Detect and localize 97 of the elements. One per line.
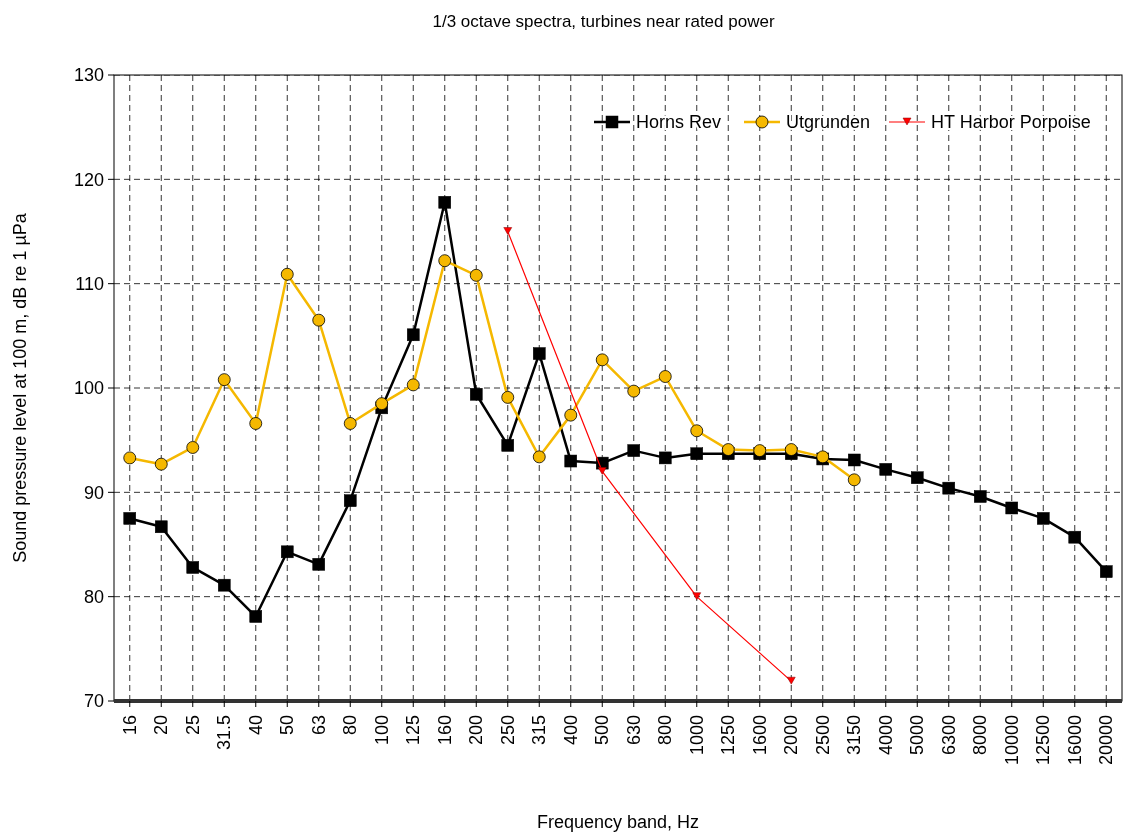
y-tick-label: 90: [83, 482, 104, 503]
point: [280, 267, 294, 281]
point: [564, 454, 577, 468]
x-tick-label: 31.5: [214, 715, 235, 751]
point: [848, 453, 861, 467]
y-tick-label: 130: [73, 65, 104, 86]
point: [249, 610, 262, 623]
x-tick-label: 6300: [938, 715, 959, 756]
y-tick-label: 120: [73, 169, 104, 190]
point: [533, 347, 546, 360]
point: [155, 520, 168, 534]
point: [503, 227, 512, 235]
x-tick-label: 1000: [686, 715, 707, 756]
y-axis-title: Sound pressure level at 100 m, dB re 1 µPa: [10, 212, 30, 563]
x-tick-label: 1600: [749, 715, 770, 756]
x-tick-label: 2500: [812, 715, 833, 756]
point: [501, 439, 514, 452]
point: [598, 467, 607, 475]
chart-title: 1/3 octave spectra, turbines near rated power: [432, 12, 775, 31]
point: [343, 417, 357, 430]
x-tick-label: 100: [371, 715, 392, 746]
x-tick-label: 16000: [1064, 715, 1085, 766]
point: [281, 545, 294, 559]
point: [627, 384, 641, 398]
x-tick-label: 50: [277, 715, 298, 736]
y-tick-label: 110: [75, 273, 104, 294]
x-tick-label: 20000: [1096, 715, 1117, 766]
point: [438, 196, 451, 209]
point: [879, 463, 892, 476]
point: [469, 268, 483, 282]
point: [942, 481, 955, 495]
point: [154, 457, 168, 471]
point: [721, 443, 735, 456]
x-tick-label: 40: [245, 715, 266, 736]
point: [501, 390, 515, 404]
point: [595, 353, 609, 367]
point: [658, 370, 672, 383]
x-tick-label: 80: [340, 715, 361, 736]
point: [690, 424, 704, 438]
x-tick-label: 160: [434, 715, 455, 746]
point: [784, 443, 798, 456]
point: [627, 444, 640, 457]
point: [564, 408, 578, 422]
point: [312, 313, 326, 327]
point: [217, 373, 231, 387]
x-tick-label: 500: [592, 715, 613, 746]
point: [692, 592, 701, 600]
x-tick-label: 800: [655, 715, 676, 746]
point: [847, 473, 861, 487]
x-tick-label: 4000: [875, 715, 896, 756]
point: [123, 512, 136, 525]
x-tick-label: 16: [119, 715, 140, 736]
x-axis-title: Frequency band, Hz: [536, 812, 700, 832]
x-tick-label: 630: [623, 715, 644, 746]
x-tick-label: 1250: [718, 715, 739, 756]
point: [1037, 512, 1050, 525]
point: [186, 561, 199, 574]
point: [123, 451, 137, 465]
x-tick-label: 400: [560, 715, 581, 746]
x-tick-label: 20: [151, 715, 172, 736]
point: [344, 494, 357, 507]
y-tick-label: 70: [83, 691, 104, 712]
point: [690, 447, 703, 460]
point: [911, 471, 924, 484]
point: [249, 417, 263, 430]
x-tick-label: 63: [308, 715, 329, 736]
x-tick-label: 125: [403, 715, 424, 746]
y-tick-label: 80: [83, 586, 104, 607]
legend-label: Utgrunden: [786, 112, 871, 133]
point: [375, 397, 389, 411]
point: [1100, 565, 1113, 578]
point: [470, 388, 483, 401]
point: [1068, 530, 1081, 544]
x-tick-label: 250: [497, 715, 518, 746]
point: [1005, 501, 1018, 515]
point: [406, 378, 420, 392]
point: [974, 490, 987, 503]
point: [532, 450, 546, 464]
x-tick-label: 8000: [970, 715, 991, 756]
x-tick-label: 25: [182, 715, 203, 736]
y-tick-label: 100: [73, 378, 104, 399]
legend-label: HT Harbor Porpoise: [931, 112, 1091, 133]
point: [407, 328, 420, 342]
point: [659, 451, 672, 465]
x-tick-label: 2000: [781, 715, 802, 756]
legend-label: Horns Rev: [636, 112, 722, 133]
x-tick-label: 3150: [844, 715, 865, 756]
x-tick-label: 12500: [1033, 715, 1054, 766]
x-tick-label: 200: [466, 715, 487, 746]
x-tick-label: 10000: [1001, 715, 1022, 766]
point: [438, 254, 452, 268]
point: [787, 676, 796, 685]
x-tick-label: 5000: [907, 715, 928, 756]
x-tick-label: 315: [529, 715, 550, 746]
point: [218, 578, 231, 592]
point: [312, 558, 325, 571]
point: [186, 441, 200, 454]
